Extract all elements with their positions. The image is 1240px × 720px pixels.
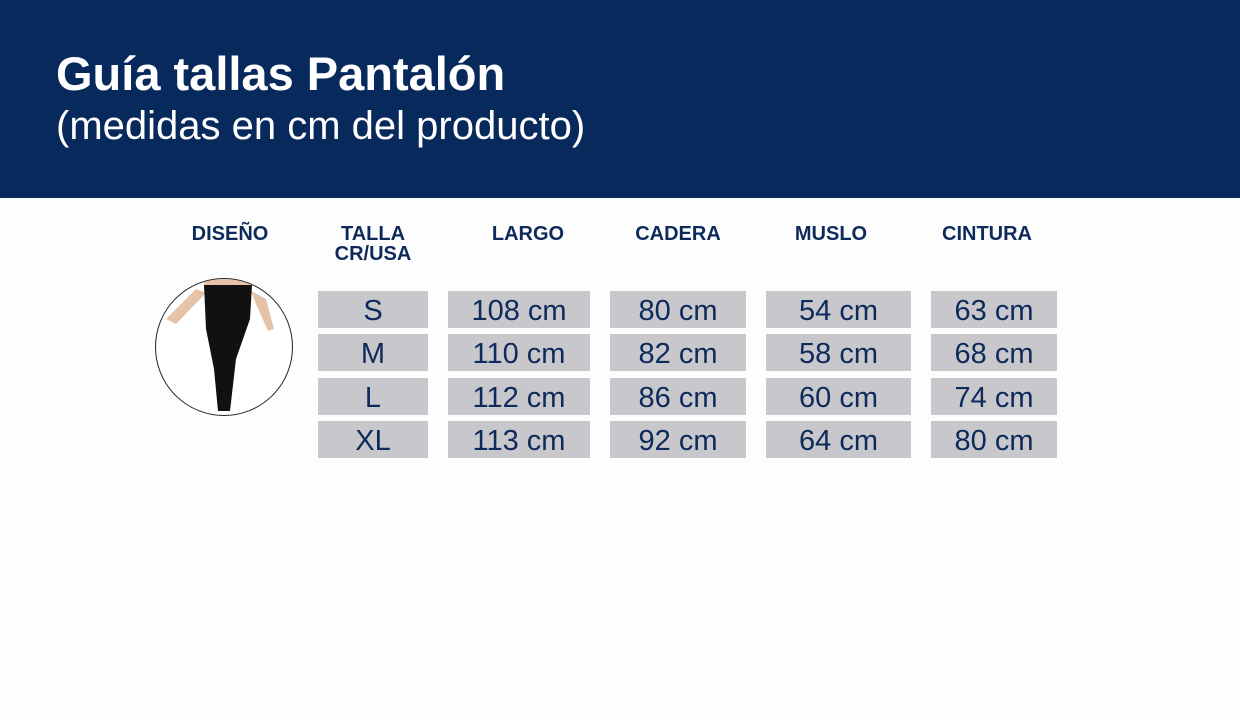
cell-talla: L [318,378,428,415]
header-banner: Guía tallas Pantalón (medidas en cm del … [0,0,1240,198]
cell-cintura: 74 cm [931,378,1057,415]
cell-muslo: 54 cm [766,291,911,328]
cell-largo: 112 cm [448,378,590,415]
col-header-largo: LARGO [491,223,565,245]
cell-cadera: 82 cm [610,334,746,371]
cell-muslo: 58 cm [766,334,911,371]
cell-cintura: 68 cm [931,334,1057,371]
cell-cadera: 80 cm [610,291,746,328]
col-header-talla: TALLA CR/USA [334,223,412,265]
cell-cadera: 86 cm [610,378,746,415]
page-title: Guía tallas Pantalón [56,47,506,100]
cell-largo: 108 cm [448,291,590,328]
col-header-cintura: CINTURA [942,223,1032,245]
col-header-muslo: MUSLO [794,223,868,245]
cell-cintura: 63 cm [931,291,1057,328]
col-header-cadera: CADERA [635,223,721,245]
cell-talla: XL [318,421,428,458]
cell-talla: M [318,334,428,371]
product-image-pants [155,278,293,416]
cell-talla: S [318,291,428,328]
cell-muslo: 60 cm [766,378,911,415]
col-header-diseno: DISEÑO [191,223,269,245]
page-subtitle: (medidas en cm del producto) [56,104,586,148]
cell-muslo: 64 cm [766,421,911,458]
cell-cintura: 80 cm [931,421,1057,458]
cell-largo: 113 cm [448,421,590,458]
cell-largo: 110 cm [448,334,590,371]
cell-cadera: 92 cm [610,421,746,458]
